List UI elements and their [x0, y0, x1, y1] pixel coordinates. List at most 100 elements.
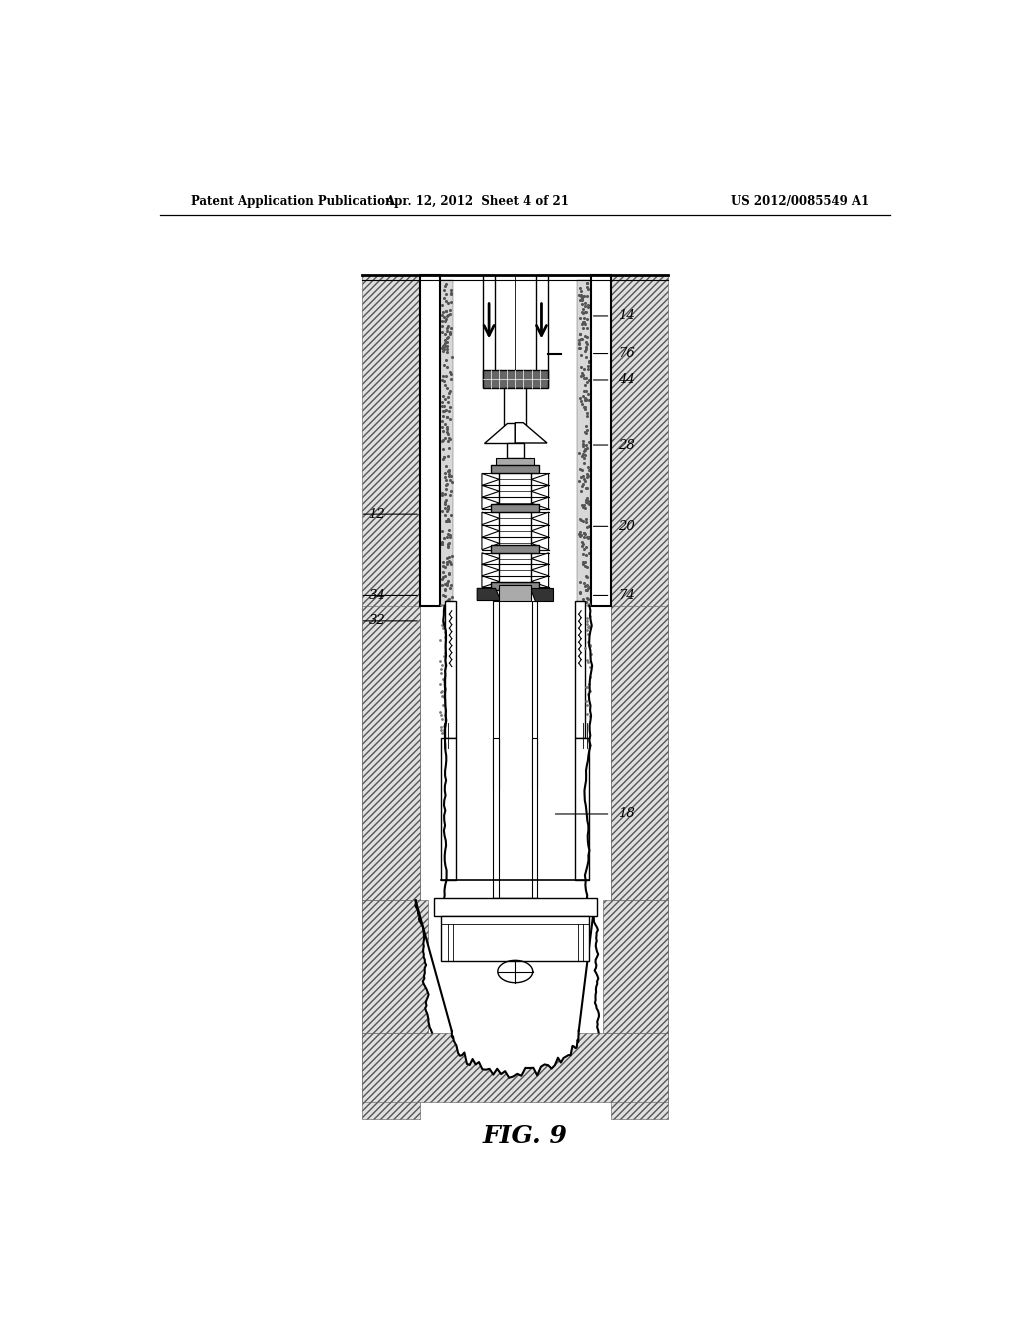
Point: [574, 298, 591, 319]
Point: [434, 614, 451, 635]
Point: [578, 477, 594, 498]
Point: [433, 430, 450, 451]
Point: [441, 300, 458, 321]
Bar: [492, 545, 539, 553]
Point: [437, 273, 454, 294]
Point: [575, 312, 592, 333]
Point: [571, 330, 588, 351]
Point: [578, 491, 594, 512]
Point: [438, 321, 455, 342]
Point: [441, 396, 458, 417]
Point: [573, 446, 590, 467]
Bar: [507, 444, 524, 458]
Point: [439, 416, 456, 437]
Point: [439, 378, 456, 399]
Point: [439, 385, 456, 407]
Point: [434, 400, 451, 421]
Point: [435, 616, 452, 638]
Bar: [441, 738, 456, 880]
Point: [575, 447, 592, 469]
Point: [582, 705, 598, 726]
Point: [439, 546, 456, 568]
Bar: [497, 458, 535, 470]
Point: [577, 440, 593, 461]
Polygon shape: [515, 422, 547, 444]
Point: [575, 380, 592, 401]
Point: [580, 614, 596, 635]
Point: [436, 280, 453, 301]
Point: [436, 306, 453, 327]
Point: [574, 544, 591, 565]
Point: [578, 677, 594, 698]
Point: [438, 356, 455, 378]
Point: [575, 440, 592, 461]
Point: [439, 326, 456, 347]
Point: [441, 589, 458, 610]
Point: [580, 704, 596, 725]
Point: [574, 436, 591, 457]
Point: [580, 684, 596, 705]
Point: [574, 465, 591, 486]
Point: [435, 429, 452, 450]
Point: [432, 659, 449, 680]
Point: [582, 667, 598, 688]
Point: [437, 557, 454, 578]
Point: [442, 282, 459, 304]
Bar: [504, 388, 526, 428]
Point: [433, 681, 450, 702]
Point: [435, 366, 452, 387]
Text: 34: 34: [369, 589, 385, 602]
Point: [434, 370, 451, 391]
Point: [443, 471, 460, 492]
Polygon shape: [482, 553, 500, 564]
Point: [577, 388, 593, 409]
Polygon shape: [482, 486, 500, 498]
Point: [583, 656, 599, 677]
Point: [574, 552, 591, 573]
Point: [573, 329, 590, 350]
Polygon shape: [482, 512, 500, 524]
Point: [439, 536, 456, 557]
Point: [578, 381, 594, 403]
Point: [439, 293, 456, 314]
Point: [439, 523, 456, 544]
Point: [436, 622, 453, 643]
Point: [579, 676, 595, 697]
Point: [573, 510, 590, 531]
Point: [573, 391, 590, 412]
Point: [439, 552, 456, 573]
Point: [438, 500, 455, 521]
Point: [580, 403, 596, 424]
Point: [440, 564, 457, 585]
Point: [433, 719, 450, 741]
Point: [436, 375, 453, 396]
Polygon shape: [531, 524, 549, 537]
Point: [573, 288, 590, 309]
Point: [437, 627, 454, 648]
Point: [437, 366, 454, 387]
Bar: [610, 606, 668, 900]
Point: [441, 470, 458, 491]
Point: [437, 463, 454, 484]
Point: [442, 368, 459, 389]
Point: [435, 446, 452, 467]
Point: [571, 471, 588, 492]
Point: [439, 499, 456, 520]
Point: [581, 543, 597, 564]
Bar: [492, 582, 539, 590]
Point: [434, 585, 451, 606]
Point: [437, 479, 454, 500]
Polygon shape: [531, 576, 549, 587]
Point: [573, 314, 590, 335]
Point: [578, 690, 594, 711]
Point: [580, 477, 596, 498]
Point: [434, 484, 451, 506]
Point: [582, 673, 598, 694]
Point: [577, 576, 593, 597]
Point: [579, 579, 595, 601]
Point: [580, 616, 596, 638]
Point: [441, 437, 458, 458]
Point: [441, 527, 458, 548]
Point: [437, 310, 454, 331]
Point: [575, 308, 592, 329]
